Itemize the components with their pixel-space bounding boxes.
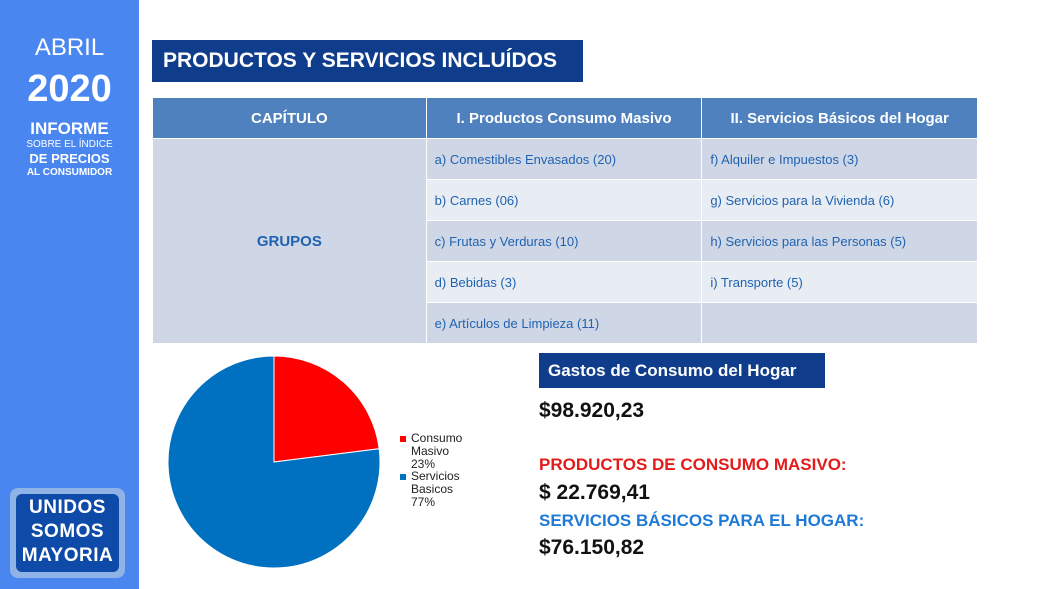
table-cell: e) Artículos de Limpieza (11) xyxy=(426,303,702,343)
table-cell: g) Servicios para la Vivienda (6) xyxy=(702,180,977,220)
table-cell: c) Frutas y Verduras (10) xyxy=(426,221,702,261)
products-services-table: CAPÍTULO I. Productos Consumo Masivo II.… xyxy=(152,97,978,344)
legend-percent: 23% xyxy=(411,457,436,471)
table-cell: b) Carnes (06) xyxy=(426,180,702,220)
table-cell: d) Bebidas (3) xyxy=(426,262,702,302)
pie-slice-consumo-masivo xyxy=(273,355,380,463)
logo-inner: UNIDOS SOMOS MAYORIA xyxy=(16,494,119,572)
table-row: GRUPOS a) Comestibles Envasados (20) f) … xyxy=(153,139,977,343)
consumo-masivo-value: $ 22.769,41 xyxy=(539,481,650,504)
table-header-row: CAPÍTULO I. Productos Consumo Masivo II.… xyxy=(153,98,977,138)
grupos-label: GRUPOS xyxy=(153,139,426,343)
legend-swatch-blue xyxy=(400,474,406,480)
sidebar-report-sub2: DE PRECIOS xyxy=(29,151,110,166)
table-cell: a) Comestibles Envasados (20) xyxy=(426,139,702,179)
table-cell: h) Servicios para las Personas (5) xyxy=(702,221,977,261)
page-title: PRODUCTOS Y SERVICIOS INCLUÍDOS xyxy=(152,40,583,82)
pie-chart xyxy=(167,355,381,569)
sidebar: ABRIL 2020 INFORME SOBRE EL ÍNDICE DE PR… xyxy=(0,0,139,589)
table-row: e) Artículos de Limpieza (11) xyxy=(153,303,977,343)
header-capitulo: CAPÍTULO xyxy=(153,98,426,138)
sidebar-year: 2020 xyxy=(27,68,112,110)
unidos-somos-mayoria-logo: UNIDOS SOMOS MAYORIA xyxy=(10,488,125,578)
table-row: c) Frutas y Verduras (10) h) Servicios p… xyxy=(153,221,977,261)
legend-label: Servicios Basicos xyxy=(411,469,460,496)
table-cell: f) Alquiler e Impuestos (3) xyxy=(702,139,977,179)
table-cell: i) Transporte (5) xyxy=(702,262,977,302)
servicios-basicos-label: SERVICIOS BÁSICOS PARA EL HOGAR: xyxy=(539,511,865,530)
table-row: d) Bebidas (3) i) Transporte (5) xyxy=(153,262,977,302)
header-productos: I. Productos Consumo Masivo xyxy=(426,98,702,138)
table-row: b) Carnes (06) g) Servicios para la Vivi… xyxy=(153,180,977,220)
legend-swatch-red xyxy=(400,436,406,442)
gastos-title: Gastos de Consumo del Hogar xyxy=(539,353,825,388)
logo-line-3: MAYORIA xyxy=(21,545,114,566)
servicios-basicos-value: $76.150,82 xyxy=(539,536,645,559)
sidebar-report-sub3: AL CONSUMIDOR xyxy=(26,167,113,178)
pie-slice-servicios-basicos xyxy=(167,355,381,569)
logo-line-2: SOMOS xyxy=(30,521,105,542)
sidebar-report-label: INFORME xyxy=(30,119,109,138)
legend-label: Consumo Masivo xyxy=(411,431,463,458)
sidebar-month: ABRIL xyxy=(34,34,105,61)
consumo-masivo-label: PRODUCTOS DE CONSUMO MASIVO: xyxy=(539,455,847,474)
logo-line-1: UNIDOS xyxy=(29,497,106,518)
legend-percent: 77% xyxy=(411,495,436,509)
sidebar-report-sub1: SOBRE EL ÍNDICE xyxy=(26,139,113,150)
header-servicios: II. Servicios Básicos del Hogar xyxy=(702,98,977,138)
gastos-total: $98.920,23 xyxy=(539,399,645,422)
table-cell xyxy=(702,303,977,343)
